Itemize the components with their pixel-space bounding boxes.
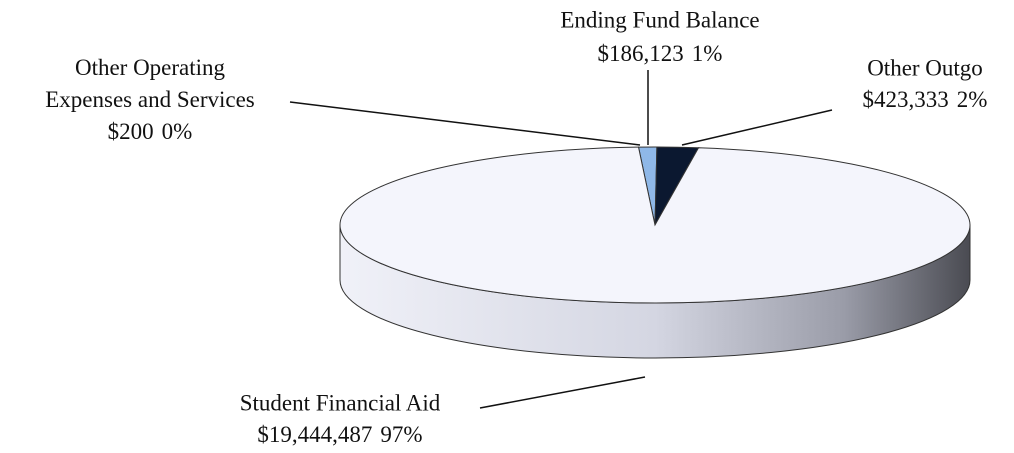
leader-line: [479, 376, 646, 409]
value-label: $200: [108, 119, 154, 144]
slice-value: $186,123 1%: [598, 41, 723, 66]
slice-label-line: Other Operating: [75, 55, 226, 80]
slice-label: Other Outgo: [867, 55, 983, 80]
percent-label: 1%: [692, 41, 723, 66]
value-label: $186,123: [598, 41, 684, 66]
pie: [339, 146, 971, 359]
slice-value: $19,444,487 97%: [257, 422, 422, 447]
percent-label: 97%: [380, 422, 422, 447]
leader-line: [289, 101, 641, 146]
slice-value: $423,333 2%: [863, 87, 988, 112]
labels: Other Operating Expenses and Services $200…: [45, 7, 987, 447]
value-label: $423,333: [863, 87, 949, 112]
slice-label-line: Expenses and Services: [45, 87, 255, 112]
slice-label: Ending Fund Balance: [560, 7, 759, 32]
value-label: $19,444,487: [257, 422, 372, 447]
leader-line: [681, 109, 833, 146]
slice-value: $200 0%: [108, 119, 193, 144]
percent-label: 2%: [957, 87, 988, 112]
slice-label: Student Financial Aid: [240, 390, 441, 415]
percent-label: 0%: [162, 119, 193, 144]
pie-slice: [339, 146, 971, 304]
slice-label: Other Operating Expenses and Services: [45, 55, 255, 112]
